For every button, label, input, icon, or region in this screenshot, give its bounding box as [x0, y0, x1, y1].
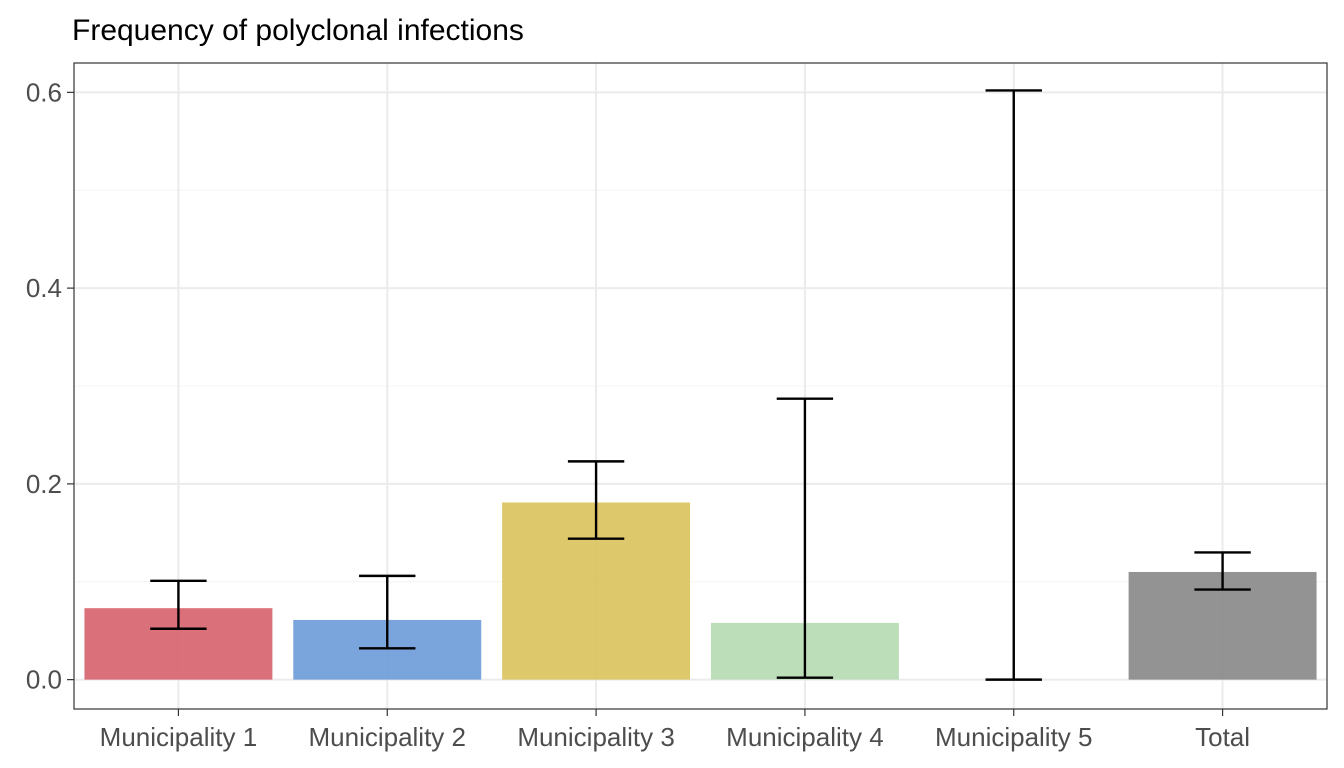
plot-panel-border: [73, 62, 1328, 710]
error-bars: [150, 89, 1251, 681]
x-tick-label: Municipality 1: [100, 722, 258, 752]
y-axis: 0.0 0.2 0.4 0.6: [26, 77, 74, 695]
y-tick-label: 0.2: [26, 469, 62, 499]
x-tick-label: Municipality 5: [935, 722, 1093, 752]
chart-title: Frequency of polyclonal infections: [72, 14, 524, 47]
x-tick-label: Total: [1195, 722, 1250, 752]
x-tick-label: Municipality 2: [308, 722, 466, 752]
x-axis: Municipality 1 Municipality 2 Municipality…: [100, 709, 1250, 752]
y-tick-label: 0.6: [26, 77, 62, 107]
x-tick-label: Municipality 3: [517, 722, 675, 752]
y-tick-label: 0.4: [26, 273, 62, 303]
y-tick-label: 0.0: [26, 665, 62, 695]
x-tick-label: Municipality 4: [726, 722, 884, 752]
bars: [84, 502, 1317, 680]
